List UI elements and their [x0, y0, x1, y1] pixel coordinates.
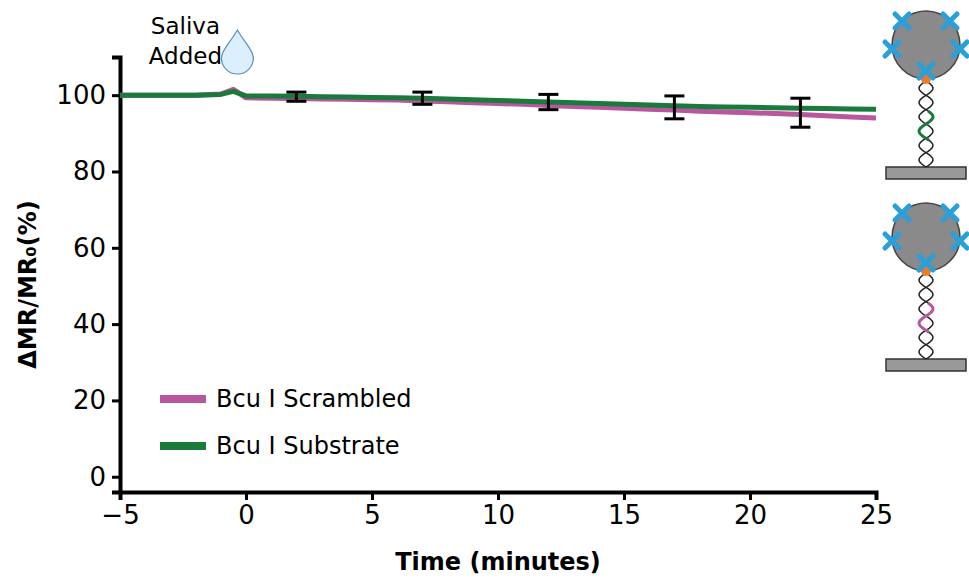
tick: 60: [73, 233, 120, 263]
tick: 40: [73, 309, 120, 339]
tick-mark: [112, 94, 120, 97]
y-axis-title: ΔMR/MR₀(%): [14, 200, 42, 369]
error-bar-part: [790, 126, 810, 129]
error-bar: [664, 96, 684, 119]
label-mark: [953, 42, 967, 56]
error-bar-part: [547, 94, 550, 109]
y-axis: 0 20 40 60 80 100: [56, 58, 120, 493]
series-line: [120, 89, 876, 118]
error-bar-part: [664, 117, 684, 120]
error-bar: [286, 92, 306, 101]
error-bar-part: [412, 103, 432, 106]
error-bar-part: [421, 92, 424, 104]
label-mark: [953, 234, 967, 248]
tick-label: 40: [73, 309, 106, 339]
error-bar-part: [664, 94, 684, 97]
tick-mark: [112, 323, 120, 326]
drop-icon: [221, 30, 253, 74]
dna-strand: [919, 273, 933, 359]
tick: 25: [860, 492, 893, 530]
tick: 100: [56, 80, 120, 110]
tick: 20: [734, 492, 767, 530]
error-bar-part: [412, 91, 432, 94]
tick-mark: [623, 492, 626, 500]
tick-mark: [112, 247, 120, 250]
tick: 10: [482, 492, 515, 530]
legend-swatch: [160, 395, 206, 403]
error-bar-part: [799, 98, 802, 127]
dna-strand: [919, 273, 933, 359]
label-mark: [895, 14, 909, 28]
dna-site: [919, 111, 933, 140]
tick-mark: [497, 492, 500, 500]
error-bar-part: [286, 100, 306, 103]
dna-strand: [919, 81, 933, 167]
series-line: [120, 91, 876, 109]
tick-label: 20: [734, 500, 767, 530]
tick-mark: [112, 399, 120, 402]
label-mark: [943, 206, 957, 220]
tick-label: 0: [238, 500, 255, 530]
tick-label: 80: [73, 156, 106, 186]
axis-line: [112, 58, 121, 493]
tick-label: 60: [73, 233, 106, 263]
error-bar-part: [538, 108, 558, 111]
tick-label: 100: [56, 80, 106, 110]
schematic: [885, 203, 967, 371]
error-bar: [412, 92, 432, 104]
schematic: [885, 11, 967, 179]
tick-mark: [749, 492, 752, 500]
tick: 0: [89, 462, 120, 492]
tick: 15: [608, 492, 641, 530]
error-bar-part: [790, 97, 810, 100]
error-bar-part: [286, 91, 306, 94]
tick-mark: [371, 492, 374, 500]
tick-mark: [245, 492, 248, 500]
tick: 20: [73, 385, 120, 415]
dna-site: [919, 303, 933, 332]
tick: 5: [364, 492, 381, 530]
error-bar: [538, 94, 558, 109]
label-mark: [919, 256, 933, 270]
tick-label: 0: [89, 462, 106, 492]
tick-label: 15: [608, 500, 641, 530]
plot-area: [120, 89, 876, 127]
tick-mark: [875, 492, 878, 500]
legend-label: Bcu I Substrate: [216, 432, 400, 460]
legend-swatch: [160, 442, 206, 450]
tick-mark: [112, 476, 120, 479]
error-bar-part: [673, 96, 676, 119]
tick-label: 20: [73, 385, 106, 415]
x-axis-title: Time (minutes): [395, 548, 601, 576]
label-mark: [895, 206, 909, 220]
tick: −5: [101, 492, 139, 530]
label-mark: [943, 14, 957, 28]
label-mark: [885, 234, 899, 248]
error-bar: [790, 98, 810, 127]
error-bar-part: [538, 93, 558, 96]
tick-label: 25: [860, 500, 893, 530]
dna-strand: [919, 81, 933, 167]
bead: [892, 203, 960, 271]
tick: 80: [73, 156, 120, 186]
tick-label: −5: [101, 500, 139, 530]
annotation: Saliva: [151, 13, 220, 39]
label-mark: [885, 42, 899, 56]
bead: [892, 11, 960, 79]
surface: [886, 167, 966, 179]
chart: −5 0 5 10 15 20 25 0 20 40 60 80 100 Time (minutes) ΔM…: [0, 0, 969, 579]
label-mark: [919, 64, 933, 78]
legend: Bcu I Scrambled Bcu I Substrate: [160, 385, 412, 460]
tick-label: 5: [364, 500, 381, 530]
surface: [886, 359, 966, 371]
axis-line: [121, 493, 877, 501]
x-axis: −5 0 5 10 15 20 25: [101, 492, 893, 530]
tick: 0: [238, 492, 255, 530]
annotation: Added: [149, 43, 222, 69]
tick-mark: [112, 170, 120, 173]
tick-label: 10: [482, 500, 515, 530]
legend-label: Bcu I Scrambled: [216, 385, 412, 413]
